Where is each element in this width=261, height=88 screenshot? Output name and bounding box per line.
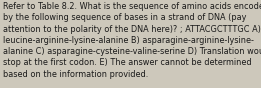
Text: Refer to Table 8.2. What is the sequence of amino acids encoded
by the following: Refer to Table 8.2. What is the sequence… — [3, 2, 261, 79]
